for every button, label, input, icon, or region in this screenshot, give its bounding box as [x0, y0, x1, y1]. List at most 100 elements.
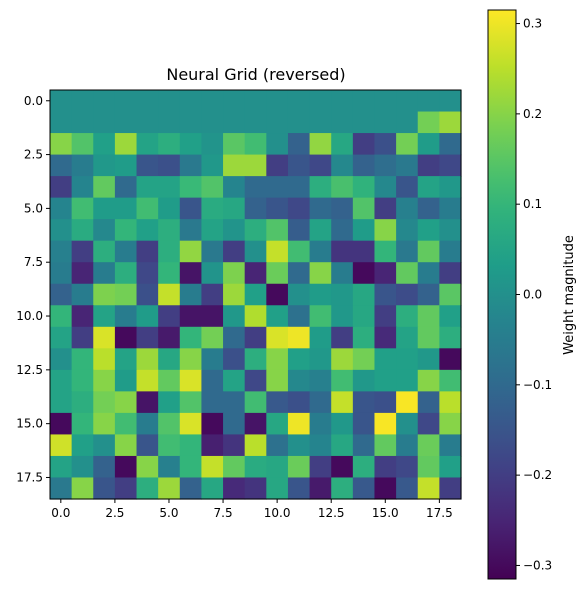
plot-frame [49, 89, 462, 500]
heatmap-cell [309, 391, 332, 414]
heatmap-cell [374, 219, 397, 242]
heatmap-cell [179, 326, 203, 349]
x-tick-label: 2.5 [105, 506, 124, 520]
heatmap-cell [114, 391, 138, 414]
heatmap-cell [71, 434, 94, 457]
heatmap-cell [223, 412, 246, 436]
heatmap-cell [223, 111, 246, 134]
heatmap-cell [201, 477, 224, 500]
heatmap-cell [439, 477, 462, 500]
heatmap-cell [331, 283, 354, 306]
heatmap-cell [93, 348, 116, 371]
heatmap-cell [158, 455, 181, 479]
heatmap-cell [352, 219, 376, 242]
heatmap-cell [50, 326, 73, 349]
heatmap-cell [309, 154, 332, 177]
heatmap-cell [417, 305, 440, 328]
colorbar-tick-label: 0.3 [523, 17, 542, 31]
heatmap-cell [439, 412, 462, 436]
heatmap-cell [439, 197, 462, 220]
heatmap-cell [266, 176, 289, 199]
heatmap-cell [71, 455, 94, 479]
heatmap-cell [71, 305, 94, 328]
heatmap-cell [244, 412, 267, 436]
heatmap-cell [201, 154, 224, 177]
heatmap-cell [309, 197, 332, 220]
x-tick-label: 5.0 [159, 506, 178, 520]
heatmap-cell [331, 391, 354, 414]
heatmap-cell [374, 412, 397, 436]
heatmap-cell [201, 348, 224, 371]
heatmap-cell [179, 111, 203, 134]
heatmap-cell [439, 176, 462, 199]
heatmap-cell [287, 240, 311, 263]
heatmap-cell [287, 477, 311, 500]
heatmap-cell [158, 391, 181, 414]
heatmap-cell [71, 412, 94, 436]
heatmap-cell [352, 262, 376, 285]
heatmap-cell [331, 477, 354, 500]
heatmap-cell [223, 219, 246, 242]
heatmap-cell [331, 326, 354, 349]
heatmap-cell [93, 219, 116, 242]
heatmap-cell [417, 477, 440, 500]
y-tick-label: 12.5 [16, 363, 43, 377]
heatmap-cell [352, 240, 376, 263]
heatmap-cell [352, 133, 376, 156]
heatmap-cell [201, 412, 224, 436]
heatmap-cell [93, 283, 116, 306]
heatmap-cell [244, 111, 267, 134]
heatmap-cell [50, 219, 73, 242]
heatmap-cell [93, 154, 116, 177]
heatmap-cell [179, 133, 203, 156]
heatmap-cell [266, 305, 289, 328]
heatmap-cell [244, 133, 267, 156]
heatmap-cell [417, 283, 440, 306]
heatmap-cell [179, 197, 203, 220]
heatmap-cell [309, 305, 332, 328]
y-axis: 0.0 2.5 5.0 7.5 10.0 12.5 15.0 17.5 [16, 94, 50, 484]
heatmap-cell [287, 197, 311, 220]
heatmap-cell [114, 348, 138, 371]
heatmap-cell [374, 154, 397, 177]
heatmap-cell [266, 477, 289, 500]
heatmap-cell [158, 133, 181, 156]
heatmap-cell [136, 455, 159, 479]
heatmap-cell [331, 455, 354, 479]
heatmap-cell [309, 369, 332, 392]
heatmap-cell [136, 262, 159, 285]
heatmap-cell [352, 197, 376, 220]
heatmap-cell [287, 90, 311, 113]
heatmap-cell [374, 391, 397, 414]
heatmap-cell [201, 240, 224, 263]
heatmap-cell [114, 133, 138, 156]
heatmap-cell [417, 90, 440, 113]
heatmap-cell [439, 133, 462, 156]
heatmap-cell [266, 111, 289, 134]
heatmap-cell [223, 348, 246, 371]
heatmap-cell [266, 133, 289, 156]
heatmap-cell [352, 412, 376, 436]
y-tick-label: 15.0 [16, 417, 43, 431]
heatmap-cell [287, 455, 311, 479]
heatmap-cell [287, 412, 311, 436]
heatmap-cell [93, 305, 116, 328]
heatmap-cell [352, 348, 376, 371]
heatmap-cell [266, 369, 289, 392]
y-tick-label: 7.5 [24, 255, 43, 269]
heatmap-cell [179, 455, 203, 479]
heatmap-cell [71, 391, 94, 414]
colorbar-tick-label: −0.1 [523, 378, 552, 392]
heatmap-cell [244, 197, 267, 220]
heatmap-cell [396, 197, 419, 220]
heatmap-cell [223, 90, 246, 113]
heatmap-cell [374, 240, 397, 263]
heatmap-cell [331, 154, 354, 177]
heatmap-cell [439, 434, 462, 457]
heatmap-cell [374, 90, 397, 113]
heatmap-cell [244, 219, 267, 242]
y-tick-label: 0.0 [24, 94, 43, 108]
heatmap-cell [396, 111, 419, 134]
heatmap-cell [309, 240, 332, 263]
